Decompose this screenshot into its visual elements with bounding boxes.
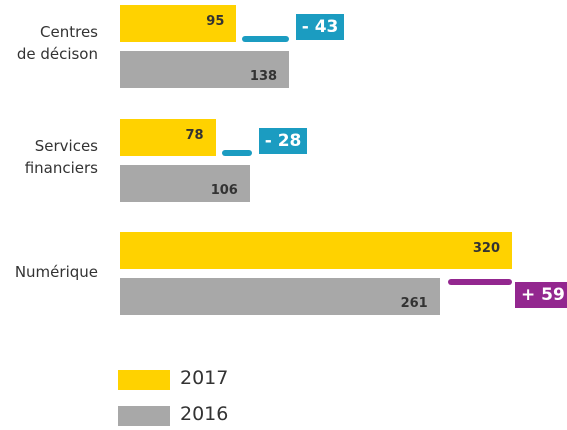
value-label: 95 bbox=[206, 14, 225, 29]
difference-bar bbox=[242, 36, 289, 42]
bar bbox=[120, 5, 237, 42]
legend-label: 2016 bbox=[180, 403, 229, 425]
category-label: Centres de décison bbox=[16, 23, 98, 63]
bar bbox=[120, 118, 216, 156]
difference-bar bbox=[221, 149, 252, 156]
category-label: Numérique bbox=[14, 263, 98, 281]
bar bbox=[120, 278, 440, 315]
legend-swatch bbox=[118, 370, 170, 390]
difference-label: - 43 bbox=[295, 14, 345, 40]
value-label: 138 bbox=[249, 69, 278, 84]
difference-bar bbox=[448, 279, 512, 285]
legend-swatch bbox=[118, 406, 170, 426]
value-label: 320 bbox=[472, 241, 500, 256]
value-label: 78 bbox=[185, 127, 204, 143]
bar bbox=[120, 164, 250, 202]
bar bbox=[120, 51, 290, 88]
legend-label: 2017 bbox=[180, 367, 229, 389]
difference-label: + 59 bbox=[515, 282, 567, 308]
difference-label: - 28 bbox=[258, 127, 308, 154]
category-label: Services financiers bbox=[24, 136, 98, 177]
bar bbox=[120, 232, 512, 269]
value-label: 106 bbox=[210, 182, 238, 198]
value-label: 261 bbox=[400, 296, 428, 311]
